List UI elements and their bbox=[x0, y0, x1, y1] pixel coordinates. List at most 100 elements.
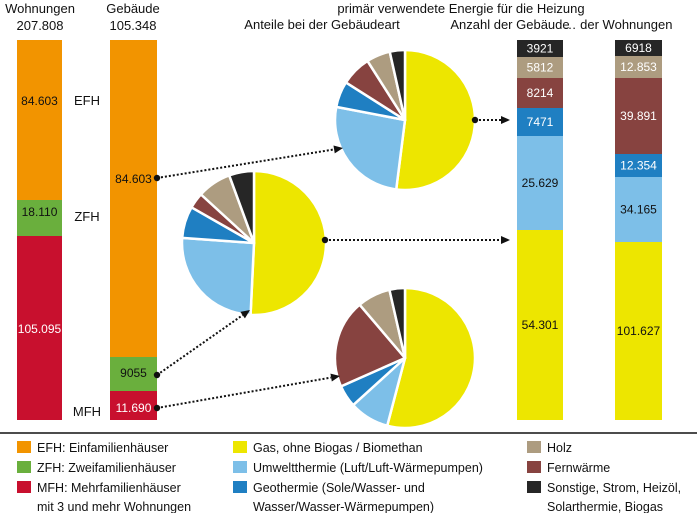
type-label-zfh: ZFH bbox=[74, 209, 99, 224]
header-wohnungen-total: 207.808 bbox=[17, 18, 64, 33]
legend-label: Gas, ohne Biogas / Biomethan bbox=[253, 441, 423, 455]
bar-segment-gas bbox=[517, 230, 563, 420]
bar-value-label: 54.301 bbox=[522, 318, 559, 332]
legend-swatch bbox=[17, 441, 31, 453]
pie-zfh bbox=[180, 169, 328, 317]
header-gebaeude: Gebäude bbox=[106, 1, 160, 16]
arrowhead-icon bbox=[501, 236, 510, 244]
legend-item-geo: Geothermie (Sole/Wasser- und Wasser/Wasse… bbox=[233, 481, 434, 513]
pie-slice-gas bbox=[385, 286, 477, 430]
legend-label: Holz bbox=[547, 441, 572, 455]
bar-segment-MFH bbox=[17, 236, 62, 420]
type-label-efh: EFH bbox=[74, 93, 100, 108]
bar-value-label: 5812 bbox=[527, 61, 554, 75]
header-wohnungen: Wohnungen bbox=[5, 1, 75, 16]
stacked-bar-1: 84.603 9055 11.690 bbox=[110, 40, 157, 420]
bar-segment-holz bbox=[615, 56, 662, 78]
arrow-line bbox=[156, 376, 332, 409]
bar-value-label: 18.110 bbox=[22, 205, 58, 219]
bar-value-label: 12.354 bbox=[620, 159, 657, 173]
connector-arrow bbox=[153, 310, 250, 379]
bar-segment-sonst bbox=[517, 40, 563, 57]
header-anzahl-wohnungen: … der Wohnungen bbox=[564, 17, 673, 32]
bar-value-label: 12.853 bbox=[620, 60, 657, 74]
arrowhead-icon bbox=[333, 145, 343, 154]
bar-value-label: 39.891 bbox=[620, 109, 657, 123]
legend-swatch bbox=[527, 481, 541, 493]
bar-value-label: 105.095 bbox=[18, 322, 62, 336]
legend-swatch bbox=[527, 461, 541, 473]
legend-item-MFH: MFH: Mehrfamilienhäuser mit 3 und mehr Wo… bbox=[17, 481, 191, 513]
legend-label: Umweltthermie (Luft/Luft-Wärmepumpen) bbox=[253, 461, 483, 475]
bar-value-label: 9055 bbox=[120, 366, 147, 380]
bar-value-label: 101.627 bbox=[617, 324, 661, 338]
pie-slice-sonst bbox=[388, 286, 407, 360]
bar-segment-fern bbox=[517, 78, 563, 108]
header-anzahl-gebaeude: Anzahl der Gebäude bbox=[450, 17, 569, 32]
bar-segment-sonst bbox=[615, 40, 662, 56]
bar-value-label: 34.165 bbox=[620, 203, 657, 217]
legend-item-gas: Gas, ohne Biogas / Biomethan bbox=[233, 441, 423, 455]
bar-value-label: 84.603 bbox=[21, 94, 58, 108]
connector-arrow bbox=[321, 236, 510, 244]
pie-efh bbox=[333, 48, 477, 192]
bar-value-label: 7471 bbox=[527, 115, 554, 129]
arrowhead-icon bbox=[501, 116, 510, 124]
legend-label: Solarthermie, Biogas bbox=[547, 500, 663, 513]
pie-slice-umwelt bbox=[180, 236, 256, 317]
bar-segment-EFH bbox=[17, 40, 62, 200]
bar-segment-geo bbox=[615, 154, 662, 177]
pie-mfh bbox=[333, 286, 477, 430]
legend-swatch bbox=[233, 441, 247, 453]
legend-swatch bbox=[233, 481, 247, 493]
legend-label: Sonstige, Strom, Heizöl, bbox=[547, 481, 681, 495]
legend-item-EFH: EFH: Einfamilienhäuser bbox=[17, 441, 168, 455]
connector-arrow bbox=[153, 145, 343, 182]
connector-arrow bbox=[153, 373, 340, 412]
legend-swatch bbox=[233, 461, 247, 473]
legend-swatch bbox=[17, 461, 31, 473]
legend-item-holz: Holz bbox=[527, 441, 572, 455]
legend-item-umwelt: Umweltthermie (Luft/Luft-Wärmepumpen) bbox=[233, 461, 483, 475]
bar-segment-EFH bbox=[110, 40, 157, 357]
header-gebaeude-total: 105.348 bbox=[110, 18, 157, 33]
bar-segment-MFH bbox=[110, 391, 157, 420]
bar-value-label: 6918 bbox=[625, 41, 652, 55]
legend-label: EFH: Einfamilienhäuser bbox=[37, 441, 168, 455]
bar-segment-holz bbox=[517, 57, 563, 78]
legend-swatch bbox=[527, 441, 541, 453]
legend-label: Fernwärme bbox=[547, 461, 610, 475]
bar-value-label: 3921 bbox=[527, 42, 554, 56]
bar-segment-geo bbox=[517, 108, 563, 136]
bar-segment-umwelt bbox=[517, 136, 563, 230]
legend-label: mit 3 und mehr Wohnungen bbox=[37, 500, 191, 513]
bar-segment-ZFH bbox=[110, 357, 157, 391]
legend-label: ZFH: Zweifamilienhäuser bbox=[37, 461, 176, 475]
stacked-bar-3: 3921 5812 8214 7471 25.629 54.301 bbox=[517, 40, 563, 420]
bar-value-label: 25.629 bbox=[522, 176, 559, 190]
pie-slice-gas bbox=[394, 48, 477, 192]
legend-label: Wasser/Wasser-Wärmepumpen) bbox=[253, 500, 434, 513]
type-label-mfh: MFH bbox=[73, 404, 101, 419]
stacked-bar-4: 6918 12.853 39.891 12.354 34.165 101.627 bbox=[615, 40, 662, 420]
bar-value-label: 8214 bbox=[527, 86, 554, 100]
pie-slice-fern bbox=[333, 303, 407, 388]
header-energy-title: primär verwendete Energie für die Heizun… bbox=[337, 1, 584, 16]
arrow-line bbox=[156, 148, 335, 179]
stacked-bar-0: 84.603 18.110 105.095 bbox=[17, 40, 62, 420]
bar-segment-umwelt bbox=[615, 177, 662, 242]
legend-item-sonst: Sonstige, Strom, Heizöl, Solarthermie, Bi… bbox=[527, 481, 681, 513]
legend-item-fern: Fernwärme bbox=[527, 461, 610, 475]
bar-segment-ZFH bbox=[17, 200, 62, 236]
arrowhead-icon bbox=[240, 310, 250, 319]
pie-slice-sonst bbox=[388, 48, 407, 122]
bar-segment-gas bbox=[615, 242, 662, 420]
connector-arrow bbox=[471, 116, 510, 124]
pie-slice-umwelt bbox=[333, 105, 407, 191]
arrowhead-icon bbox=[330, 373, 340, 382]
pie-slice-sonst bbox=[228, 169, 256, 245]
arrow-line bbox=[156, 314, 244, 376]
bar-value-label: 84.603 bbox=[115, 172, 152, 186]
pie-slice-gas bbox=[249, 169, 328, 317]
